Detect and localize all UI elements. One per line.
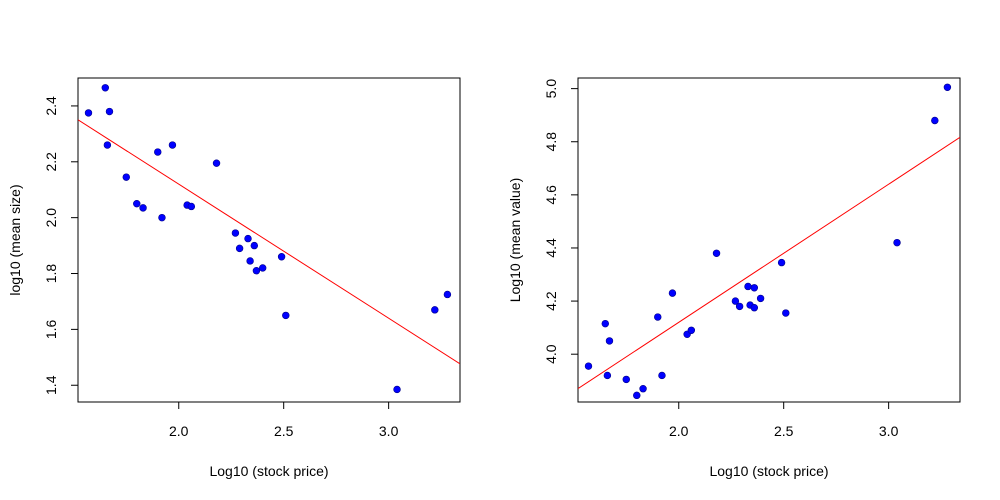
y-tick-label: 1.4 <box>43 375 59 395</box>
data-point <box>943 83 952 91</box>
data-point <box>250 241 259 250</box>
y-tick-label: 2.2 <box>43 152 59 172</box>
data-point <box>252 267 261 275</box>
data-point <box>712 249 721 257</box>
data-point <box>133 199 141 208</box>
data-point <box>584 362 593 370</box>
data-point <box>282 311 290 320</box>
data-point <box>231 229 240 237</box>
data-point <box>731 297 740 305</box>
y-tick-label: 4.4 <box>543 238 559 258</box>
data-point <box>893 238 901 247</box>
y-tick-label: 2.0 <box>43 208 59 228</box>
y-tick-label: 4.2 <box>543 291 559 311</box>
data-point <box>101 84 109 92</box>
x-tick-label: 2.5 <box>274 423 294 439</box>
data-point <box>212 159 221 167</box>
data-point <box>639 385 647 393</box>
data-point <box>668 289 677 297</box>
data-point <box>235 244 244 253</box>
data-point <box>84 109 93 117</box>
data-point <box>168 141 177 149</box>
data-point <box>601 319 609 328</box>
data-point <box>654 313 662 321</box>
data-point <box>158 213 166 222</box>
data-point <box>735 302 744 311</box>
plot-frame <box>77 77 461 403</box>
data-point <box>244 234 252 243</box>
data-point <box>187 202 196 211</box>
x-tick-label: 3.0 <box>379 423 399 439</box>
y-tick-label: 5.0 <box>543 79 559 99</box>
data-point <box>122 173 130 181</box>
regression-line <box>578 136 960 390</box>
x-tick-label: 2.0 <box>169 423 189 439</box>
data-point <box>633 391 641 400</box>
y-axis-title: Log10 (mean value) <box>507 178 523 303</box>
regression-line <box>78 119 460 365</box>
data-point <box>750 284 759 292</box>
data-point <box>782 309 790 317</box>
left-scatter-panel: 2.0 2.5 3.0 1.4 1.6 1.8 2.0 2.2 2.4 Log10 (stock … <box>7 77 461 479</box>
data-point <box>931 116 939 125</box>
data-point <box>605 337 614 345</box>
x-axis-title: Log10 (stock price) <box>209 463 328 479</box>
right-scatter-panel: 2.0 2.5 3.0 4.0 4.2 4.4 4.6 4.8 5.0 Log10 (stock … <box>507 77 961 479</box>
data-point <box>393 385 401 394</box>
y-tick-label: 1.6 <box>43 319 59 339</box>
data-point <box>431 306 439 314</box>
x-axis-title: Log10 (stock price) <box>709 463 828 479</box>
data-point <box>777 258 786 267</box>
x-tick-label: 2.0 <box>669 423 689 439</box>
data-point <box>154 148 162 156</box>
data-point <box>756 294 765 303</box>
data-point <box>750 304 759 312</box>
y-tick-label: 1.8 <box>43 264 59 284</box>
plot-frame <box>577 77 961 403</box>
data-point <box>277 253 286 261</box>
y-tick-label: 4.0 <box>543 344 559 364</box>
x-tick-label: 3.0 <box>879 423 899 439</box>
x-tick-label: 2.5 <box>774 423 794 439</box>
data-point <box>658 371 666 380</box>
data-point <box>443 290 452 299</box>
y-axis-title: log10 (mean size) <box>7 184 23 295</box>
data-point <box>744 282 752 291</box>
data-point <box>259 264 267 272</box>
y-tick-label: 2.4 <box>43 96 59 116</box>
data-point <box>139 204 147 212</box>
data-point <box>105 107 114 116</box>
data-point <box>622 375 630 384</box>
y-tick-label: 4.8 <box>543 132 559 152</box>
data-point <box>246 257 254 265</box>
data-point <box>603 371 612 380</box>
data-point <box>687 326 696 334</box>
data-point <box>103 141 112 149</box>
y-tick-label: 4.6 <box>543 185 559 205</box>
